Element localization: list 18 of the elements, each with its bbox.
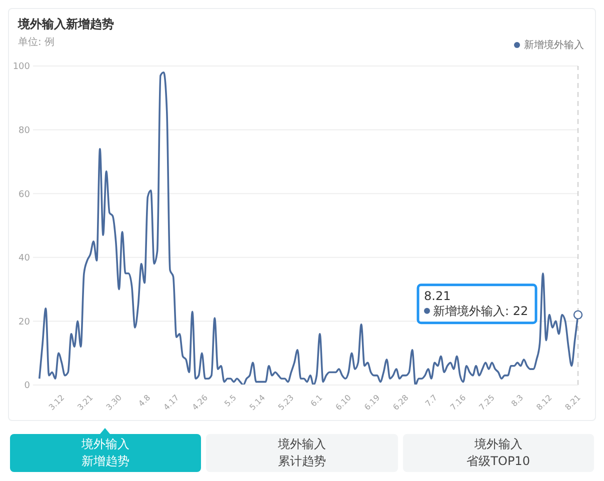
y-tick-label: 60: [18, 190, 30, 200]
y-tick-label: 0: [24, 381, 30, 392]
annotation: 新增境外输入: 22: [433, 304, 528, 318]
x-tick-label: 5.5: [222, 393, 238, 408]
x-tick-label: 4.8: [136, 393, 152, 408]
y-tick-label: 40: [18, 254, 30, 264]
chart-title: 境外输入新增趋势: [18, 17, 114, 31]
y-tick-label: 100: [12, 62, 30, 72]
tab[interactable]: 境外输入 累计趋势: [206, 434, 398, 472]
legend-label: 新增境外输入: [524, 38, 584, 52]
chart-subtitle: 单位: 例: [18, 37, 55, 49]
tab[interactable]: 境外输入 省级TOP10: [402, 434, 594, 472]
x-tick-label: 6.1: [308, 393, 324, 408]
x-tick-label: 8.3: [510, 393, 526, 408]
y-tick-label: 20: [18, 317, 30, 328]
annotation: 8.21: [424, 288, 451, 303]
x-tick-label: 7.7: [424, 393, 439, 408]
y-tick-label: 80: [18, 126, 30, 136]
